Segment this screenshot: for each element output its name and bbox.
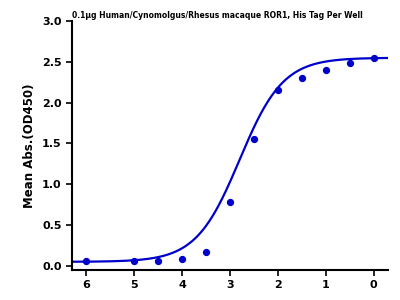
Point (179, 256, 185, 261)
Point (322, 68, 329, 72)
Point (203, 250, 209, 254)
Point (83, 259, 90, 263)
Y-axis label: Mean Abs.(OD450): Mean Abs.(OD450) (24, 83, 36, 208)
Point (299, 76, 305, 80)
Point (275, 88, 281, 93)
Point (370, 55, 377, 60)
Point (251, 137, 257, 142)
Point (227, 200, 233, 205)
Text: 0.1μg Human/Cynomolgus/Rhesus macaque ROR1, His Tag Per Well: 0.1μg Human/Cynomolgus/Rhesus macaque RO… (72, 11, 363, 20)
Point (131, 259, 138, 263)
Point (155, 259, 161, 263)
Point (346, 61, 353, 66)
